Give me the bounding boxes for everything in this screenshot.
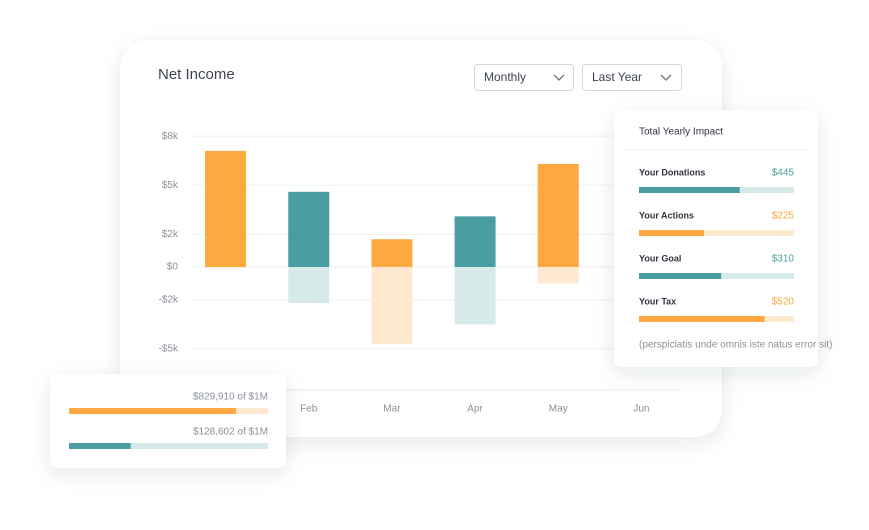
impact-title: Total Yearly Impact — [639, 127, 723, 138]
impact-label: Your Goal — [639, 253, 681, 263]
y-tick-label: $2k — [162, 229, 179, 240]
impact-note: (perspiciatis unde omnis iste natus erro… — [639, 340, 832, 351]
y-tick-label: -$2k — [159, 294, 179, 305]
progress-fill — [639, 187, 740, 193]
progress-fill — [639, 230, 705, 236]
impact-value: $225 — [772, 211, 795, 222]
progress-fill — [69, 443, 131, 449]
x-tick-label: May — [549, 404, 568, 415]
main-card — [120, 40, 722, 437]
impact-label: Your Tax — [639, 296, 676, 306]
x-tick-label: Apr — [467, 404, 483, 415]
bar — [454, 216, 496, 268]
dropdown[interactable] — [582, 64, 682, 91]
bar — [537, 267, 579, 284]
chart-title: Net Income — [158, 66, 235, 83]
bar — [537, 163, 579, 268]
impact-value: $310 — [772, 254, 795, 265]
progress-card — [50, 374, 286, 468]
progress-fill — [69, 408, 237, 414]
x-tick-label: Jun — [633, 404, 649, 415]
bar — [205, 150, 247, 268]
impact-value: $520 — [772, 297, 795, 308]
y-tick-label: $0 — [167, 262, 179, 273]
bar — [454, 267, 496, 325]
bar — [288, 267, 330, 304]
bar — [288, 191, 330, 268]
progress-label: $829,910 of $1M — [193, 392, 268, 403]
impact-label: Your Actions — [639, 210, 694, 220]
y-tick-label: $8k — [162, 131, 179, 142]
impact-card — [614, 110, 818, 367]
plot: $8k $5k $2k $0 -$2k -$5k Feb Mar Apr May Jun — [159, 131, 680, 415]
progress-track — [639, 230, 794, 236]
dropdown-label[interactable]: Monthly — [484, 70, 526, 84]
x-tick-label: Feb — [300, 404, 318, 415]
progress-fill — [639, 273, 722, 279]
bar — [371, 267, 413, 344]
dropdown[interactable] — [474, 64, 574, 91]
chevron — [660, 74, 672, 81]
impact-value: $445 — [772, 168, 795, 179]
x-tick-label: Mar — [383, 404, 401, 415]
y-tick-label: -$5k — [159, 343, 179, 354]
progress-label: $128,602 of $1M — [193, 427, 268, 438]
bar — [371, 239, 413, 268]
impact-list: Your Donations $445 Your Actions $225 Your G… — [639, 167, 794, 322]
progress-fill — [639, 316, 765, 322]
dropdown-label[interactable]: Last Year — [592, 70, 642, 84]
progress-list: $829,910 of $1M $128,602 of $1M — [69, 392, 268, 449]
chevron — [553, 74, 565, 81]
progress-track — [69, 443, 268, 449]
y-tick-label: $5k — [162, 180, 179, 191]
impact-label: Your Donations — [639, 167, 705, 177]
